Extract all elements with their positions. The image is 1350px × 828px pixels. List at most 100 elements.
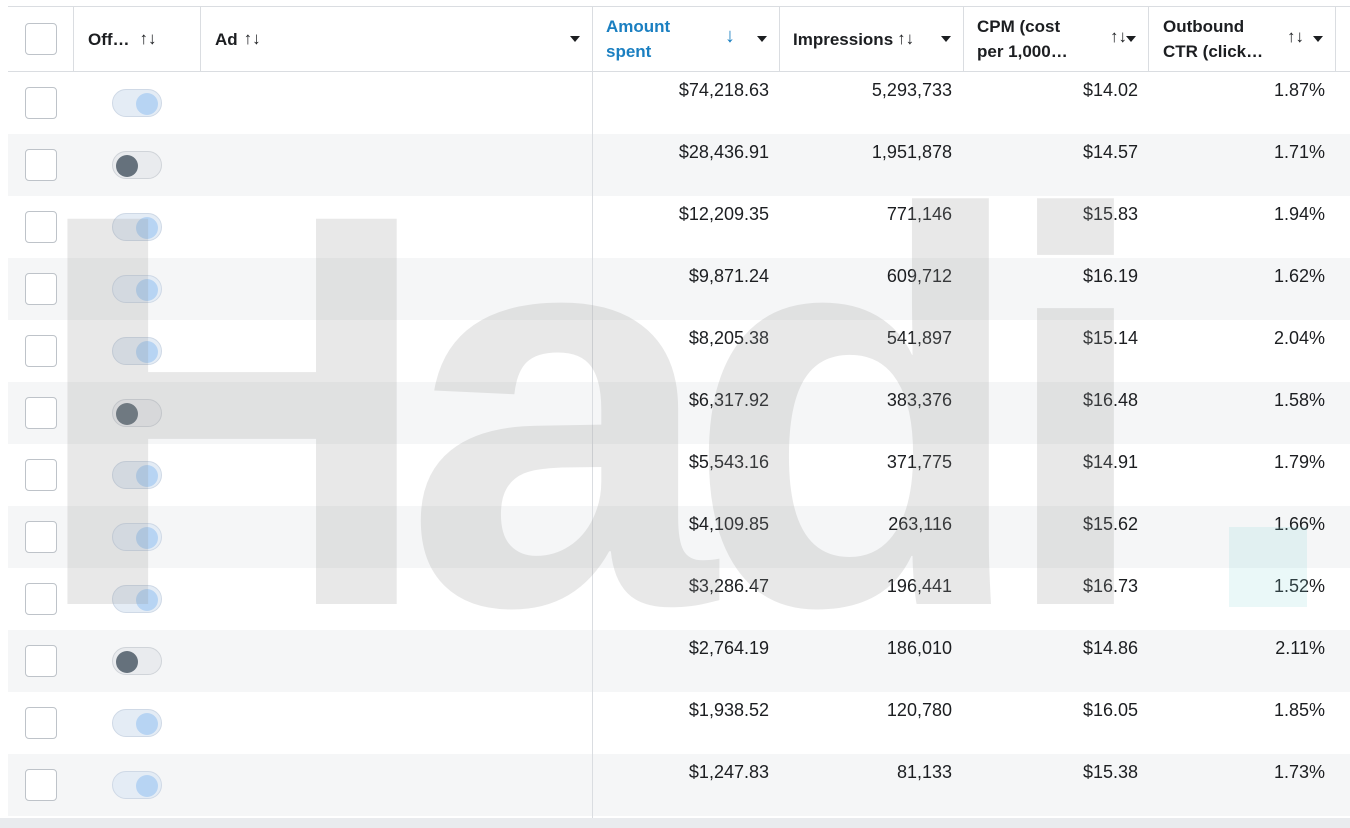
cpm-value: $14.86: [1082, 638, 1138, 658]
row-checkbox[interactable]: [25, 211, 57, 243]
toggle-knob: [136, 527, 158, 549]
table-row[interactable]: $28,436.91 1,951,878 $14.57 1.71%: [8, 134, 1350, 196]
table-row[interactable]: $1,247.83 81,133 $15.38 1.73%: [8, 754, 1350, 816]
cpm-column-label-line1: CPM (cost: [977, 17, 1061, 36]
impressions-value: 120,780: [886, 700, 952, 720]
toggle-knob: [136, 279, 158, 301]
cpm-value: $16.48: [1082, 390, 1138, 410]
select-all-checkbox[interactable]: [24, 23, 57, 55]
column-header-impressions[interactable]: Impressions ↑↓: [780, 7, 964, 71]
outbound-ctr-value: 1.62%: [1273, 266, 1325, 286]
delivery-toggle[interactable]: [112, 275, 162, 303]
row-checkbox[interactable]: [25, 335, 57, 367]
toggle-knob: [136, 465, 158, 487]
delivery-toggle[interactable]: [112, 399, 162, 427]
column-header-outbound-ctr[interactable]: Outbound CTR (click… ↑↓: [1149, 7, 1336, 71]
row-checkbox[interactable]: [25, 583, 57, 615]
outbound-ctr-value: 1.58%: [1273, 390, 1325, 410]
column-header-cpm[interactable]: CPM (cost per 1,000… ↑↓: [964, 7, 1149, 71]
table-row[interactable]: $2,764.19 186,010 $14.86 2.11%: [8, 630, 1350, 692]
amount-spent-value: $6,317.92: [688, 390, 769, 410]
delivery-toggle[interactable]: [112, 709, 162, 737]
outbound-ctr-value: 2.11%: [1275, 638, 1325, 658]
amount-spent-value: $1,938.52: [688, 700, 769, 720]
cpm-column-label-line2: per 1,000…: [977, 42, 1068, 61]
amount-spent-value: $9,871.24: [688, 266, 769, 286]
sort-icon[interactable]: ↑↓: [1110, 27, 1127, 46]
table-row[interactable]: $5,543.16 371,775 $14.91 1.79%: [8, 444, 1350, 506]
chevron-down-icon[interactable]: [1313, 36, 1323, 42]
chevron-down-icon[interactable]: [757, 36, 767, 42]
amount-spent-value: $28,436.91: [678, 142, 769, 162]
row-checkbox[interactable]: [25, 87, 57, 119]
delivery-toggle[interactable]: [112, 151, 162, 179]
cpm-value: $16.19: [1082, 266, 1138, 286]
chevron-down-icon[interactable]: [1126, 36, 1136, 42]
table-row[interactable]: $1,938.52 120,780 $16.05 1.85%: [8, 692, 1350, 754]
outbound-ctr-value: 1.71%: [1273, 142, 1325, 162]
delivery-toggle[interactable]: [112, 771, 162, 799]
impressions-value: 609,712: [886, 266, 952, 286]
cpm-value: $16.05: [1082, 700, 1138, 720]
cpm-value: $15.83: [1082, 204, 1138, 224]
impressions-value: 196,441: [886, 576, 952, 596]
amount-spent-value: $12,209.35: [678, 204, 769, 224]
outbound-ctr-value: 1.79%: [1273, 452, 1325, 472]
sort-icon[interactable]: ↑↓: [1287, 27, 1304, 46]
column-header-off[interactable]: Off… ↑↓: [74, 7, 201, 71]
outbound-ctr-value: 1.52%: [1273, 576, 1325, 596]
row-checkbox[interactable]: [25, 459, 57, 491]
delivery-toggle[interactable]: [112, 647, 162, 675]
table-row[interactable]: $74,218.63 5,293,733 $14.02 1.87%: [8, 72, 1350, 134]
impressions-value: 263,116: [888, 514, 952, 534]
select-all-cell: [8, 7, 74, 71]
amount-spent-value: $1,247.83: [688, 762, 769, 782]
sort-icon[interactable]: ↑↓: [897, 29, 915, 48]
cpm-value: $14.57: [1082, 142, 1138, 162]
delivery-toggle[interactable]: [112, 461, 162, 489]
outbound-ctr-value: 1.94%: [1273, 204, 1325, 224]
delivery-toggle[interactable]: [112, 337, 162, 365]
row-checkbox[interactable]: [25, 273, 57, 305]
row-checkbox[interactable]: [25, 397, 57, 429]
column-header-amount-spent[interactable]: Amount spent ↓: [593, 7, 780, 71]
cpm-value: $14.91: [1082, 452, 1138, 472]
ad-column-label: Ad: [215, 29, 238, 49]
cpm-value: $15.62: [1082, 514, 1138, 534]
cpm-value: $14.02: [1082, 80, 1138, 100]
amount-spent-value: $4,109.85: [688, 514, 769, 534]
impressions-value: 1,951,878: [871, 142, 952, 162]
sort-descending-icon[interactable]: ↓: [725, 25, 735, 47]
amount-spent-value: $3,286.47: [688, 576, 769, 596]
sort-icon[interactable]: ↑↓: [243, 29, 261, 48]
delivery-toggle[interactable]: [112, 585, 162, 613]
row-checkbox[interactable]: [25, 521, 57, 553]
ctr-column-label-line2: CTR (click…: [1163, 42, 1264, 61]
impressions-value: 383,376: [886, 390, 952, 410]
table-row[interactable]: $12,209.35 771,146 $15.83 1.94%: [8, 196, 1350, 258]
delivery-toggle[interactable]: [112, 89, 162, 117]
row-checkbox[interactable]: [25, 645, 57, 677]
outbound-ctr-value: 1.87%: [1273, 80, 1325, 100]
delivery-toggle[interactable]: [112, 213, 162, 241]
toggle-knob: [136, 93, 158, 115]
row-checkbox[interactable]: [25, 149, 57, 181]
table-row[interactable]: $4,109.85 263,116 $15.62 1.66%: [8, 506, 1350, 568]
toggle-knob: [116, 403, 138, 425]
impressions-value: 771,146: [886, 204, 952, 224]
column-header-ad[interactable]: Ad ↑↓: [201, 7, 593, 71]
impressions-value: 541,897: [886, 328, 952, 348]
table-row[interactable]: $6,317.92 383,376 $16.48 1.58%: [8, 382, 1350, 444]
sort-icon[interactable]: ↑↓: [139, 29, 157, 48]
delivery-toggle[interactable]: [112, 523, 162, 551]
row-checkbox[interactable]: [25, 707, 57, 739]
chevron-down-icon[interactable]: [570, 36, 580, 42]
column-divider: [592, 72, 593, 828]
ctr-column-label-line1: Outbound: [1163, 17, 1245, 36]
row-checkbox[interactable]: [25, 769, 57, 801]
table-row[interactable]: $8,205.38 541,897 $15.14 2.04%: [8, 320, 1350, 382]
chevron-down-icon[interactable]: [941, 36, 951, 42]
table-row[interactable]: $3,286.47 196,441 $16.73 1.52%: [8, 568, 1350, 630]
toggle-knob: [116, 155, 138, 177]
table-row[interactable]: $9,871.24 609,712 $16.19 1.62%: [8, 258, 1350, 320]
